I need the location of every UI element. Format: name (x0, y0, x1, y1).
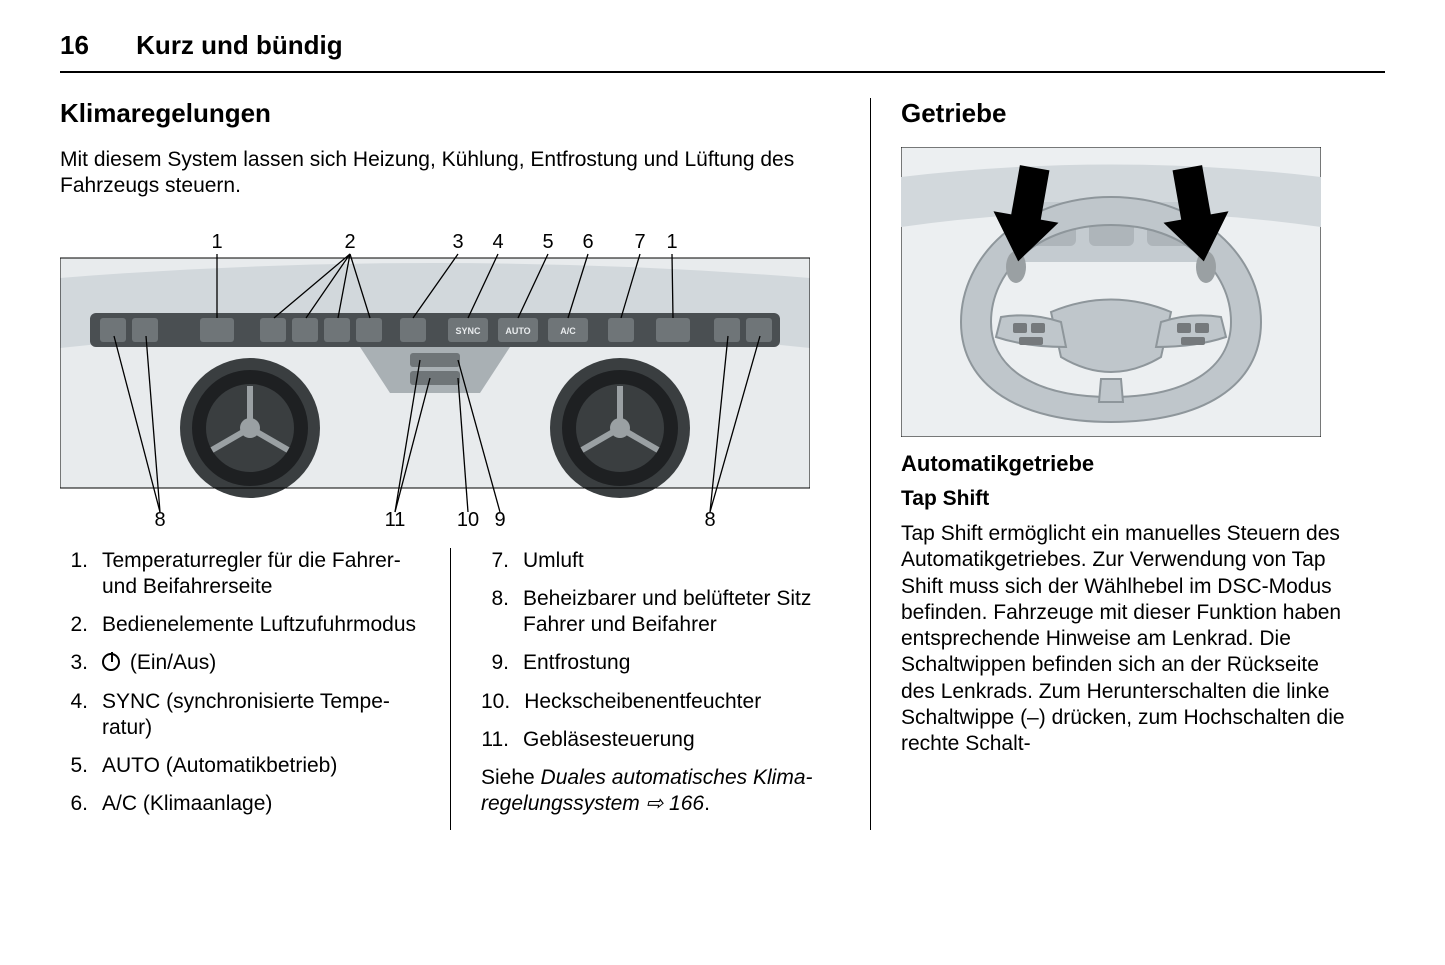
legend-item-text: (Ein/Aus) (102, 650, 432, 676)
legend-item-number: 11. (481, 727, 523, 753)
running-head: 16 Kurz und bündig (60, 30, 1385, 73)
legend-item-text: Bedienelemente Luftzufuhr­modus (102, 612, 432, 638)
legend-item: 11.Gebläsesteuerung (481, 727, 822, 753)
legend-item-text: Gebläsesteuerung (523, 727, 822, 753)
svg-text:5: 5 (542, 231, 553, 253)
legend-item-number: 6. (60, 791, 102, 817)
seealso-post: . (704, 792, 710, 815)
legend-item-text: Umluft (523, 548, 822, 574)
legend-item-number: 3. (60, 650, 102, 676)
legend-item-text: Entfrostung (523, 650, 822, 676)
svg-text:8: 8 (154, 509, 165, 528)
xref-arrow-icon: ⇨ (646, 791, 664, 817)
panel-label-auto: AUTO (505, 326, 530, 336)
legend-item-text: SYNC (synchronisierte Tempe­ratur) (102, 689, 432, 742)
legend-item: 10.Heckscheibenentfeuchter (481, 689, 822, 715)
svg-text:1: 1 (666, 231, 677, 253)
legend-item: 4.SYNC (synchronisierte Tempe­ratur) (60, 689, 432, 742)
page-running-title: Kurz und bündig (136, 30, 343, 60)
legend-item-number: 7. (481, 548, 523, 574)
legend-item-text: Beheizbarer und belüfteter Sitz Fahrer u… (523, 586, 822, 639)
legend-item-number: 2. (60, 612, 102, 638)
intro-paragraph: Mit diesem System lassen sich Heizung, K… (60, 147, 840, 200)
seealso-pre: Siehe (481, 766, 541, 789)
svg-text:2: 2 (344, 231, 355, 253)
legend-item-text: Heckscheibenentfeuchter (524, 689, 822, 715)
page-number: 16 (60, 30, 89, 60)
subheading-automatikgetriebe: Automatikgetriebe (901, 451, 1350, 477)
figure-steering-wheel (901, 147, 1321, 437)
legend-col-2: 7.Umluft8.Beheizbarer und belüfteter Sit… (450, 548, 840, 830)
legend-item-text: A/C (Klimaanlage) (102, 791, 432, 817)
legend-item-number: 5. (60, 753, 102, 779)
see-also: Siehe Duales automatisches Klima­regelun… (481, 765, 822, 818)
legend-item: 8.Beheizbarer und belüfteter Sitz Fahrer… (481, 586, 822, 639)
legend-item: 9.Entfrostung (481, 650, 822, 676)
heading-klimaregelungen: Klimaregelungen (60, 98, 840, 129)
legend-item-number: 10. (481, 689, 524, 715)
svg-text:7: 7 (634, 231, 645, 253)
legend-item-number: 4. (60, 689, 102, 742)
column-left: Klimaregelungen Mit diesem System lassen… (60, 98, 870, 830)
svg-text:10: 10 (457, 509, 479, 528)
power-icon (102, 653, 120, 671)
heading-getriebe: Getriebe (901, 98, 1350, 129)
legend-item: 2.Bedienelemente Luftzufuhr­modus (60, 612, 432, 638)
panel-label-sync: SYNC (455, 326, 481, 336)
svg-text:4: 4 (492, 231, 503, 253)
legend-item-number: 9. (481, 650, 523, 676)
svg-text:11: 11 (385, 509, 406, 528)
panel-label-ac: A/C (560, 326, 576, 336)
tapshift-paragraph: Tap Shift ermöglicht ein manuelles Steue… (901, 521, 1350, 757)
svg-text:9: 9 (494, 509, 505, 528)
seealso-page: 166 (669, 792, 704, 815)
legend-item-number: 8. (481, 586, 523, 639)
legend-item-text: AUTO (Automatikbetrieb) (102, 753, 432, 779)
legend-item: 3. (Ein/Aus) (60, 650, 432, 676)
legend-item-number: 1. (60, 548, 102, 601)
svg-text:8: 8 (704, 509, 715, 528)
legend-item: 6.A/C (Klimaanlage) (60, 791, 432, 817)
figure-climate-controls: SYNC AUTO A/C (60, 218, 810, 528)
svg-text:6: 6 (582, 231, 593, 253)
legend-item: 5.AUTO (Automatikbetrieb) (60, 753, 432, 779)
svg-text:1: 1 (211, 231, 222, 253)
column-right: Getriebe (870, 98, 1350, 830)
subheading-tapshift: Tap Shift (901, 487, 1350, 511)
svg-text:3: 3 (452, 231, 463, 253)
legend-item: 1.Temperaturregler für die Fahrer- und B… (60, 548, 432, 601)
legend-item-text: Temperaturregler für die Fahrer- und Bei… (102, 548, 432, 601)
legend-item: 7.Umluft (481, 548, 822, 574)
legend-col-1: 1.Temperaturregler für die Fahrer- und B… (60, 548, 450, 830)
